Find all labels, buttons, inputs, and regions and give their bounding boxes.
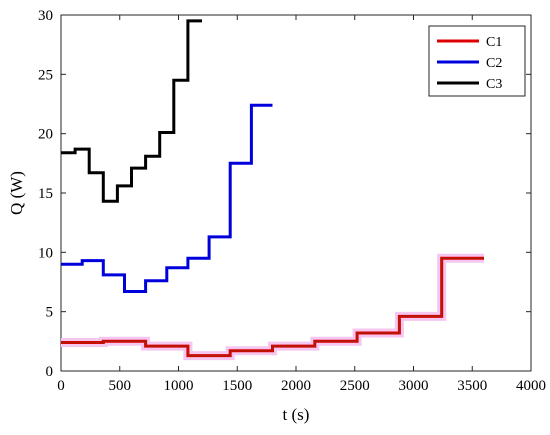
legend: C1 C2 C3 <box>428 25 526 97</box>
y-tick-label: 20 <box>38 127 53 143</box>
series-overlay-c1 <box>61 257 484 357</box>
series-layer <box>61 19 484 361</box>
x-tick-label: 2500 <box>340 378 370 394</box>
legend-label-c3: C3 <box>486 77 502 92</box>
legend-label-c2: C2 <box>486 56 502 71</box>
y-tick-label: 0 <box>46 364 54 380</box>
x-tick-label: 1500 <box>222 378 252 394</box>
x-tick-label: 3000 <box>399 378 429 394</box>
x-axis-title: t (s) <box>283 405 310 424</box>
x-tick-label: 2000 <box>281 378 311 394</box>
series-line-c2 <box>61 103 273 293</box>
x-tick-label: 0 <box>57 378 65 394</box>
x-tick-label: 3500 <box>457 378 487 394</box>
y-tick-label: 30 <box>38 8 53 24</box>
series-line-c3 <box>61 19 202 203</box>
x-tick-label: 500 <box>109 378 132 394</box>
y-tick-label: 15 <box>38 186 53 202</box>
x-axis: 0 500 1000 1500 2000 2500 3000 3500 4000 <box>57 15 546 394</box>
y-tick-label: 5 <box>46 305 54 321</box>
x-tick-label: 1000 <box>164 378 194 394</box>
y-axis: 0 5 10 15 20 25 30 <box>38 8 531 380</box>
legend-label-c1: C1 <box>486 35 502 50</box>
y-axis-title: Q (W) <box>7 171 26 215</box>
y-tick-label: 10 <box>38 245 53 261</box>
x-tick-label: 4000 <box>516 378 546 394</box>
y-tick-label: 25 <box>38 67 53 83</box>
